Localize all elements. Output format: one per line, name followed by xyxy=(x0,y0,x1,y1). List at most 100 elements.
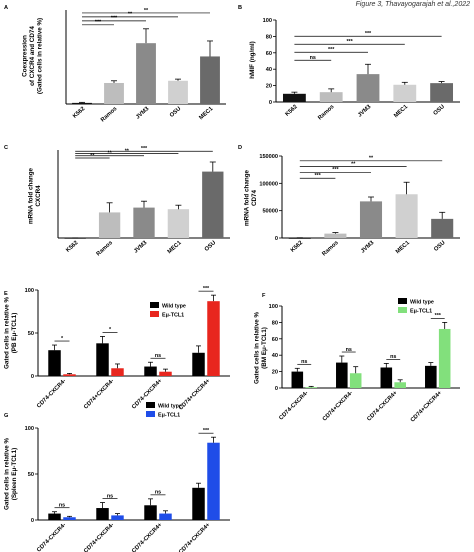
bar-tcl1 xyxy=(207,442,220,520)
bar xyxy=(202,171,224,238)
category-label: CD74-CXCR4+ xyxy=(131,522,164,552)
significance-label: *** xyxy=(203,286,210,292)
y-tick-label: 40 xyxy=(272,353,278,359)
significance-label: ** xyxy=(369,156,374,162)
significance-label: ns xyxy=(107,493,113,499)
bar-wild-type xyxy=(144,505,157,520)
panel-letter: G xyxy=(4,413,8,419)
y-tick-label: 50 xyxy=(28,331,34,337)
y-tick-label: 0 xyxy=(269,100,272,106)
bar-wild-type xyxy=(425,365,437,388)
significance-label: *** xyxy=(203,428,210,434)
y-tick-label: 100 xyxy=(25,426,34,432)
significance-label: * xyxy=(61,336,64,342)
legend-swatch xyxy=(150,311,159,317)
bar-tcl1 xyxy=(394,382,406,388)
y-tick-label: 80 xyxy=(272,320,278,326)
bar xyxy=(288,237,311,239)
significance-label: *** xyxy=(95,20,102,26)
significance-label: *** xyxy=(141,146,148,152)
panel-letter: B xyxy=(238,5,242,11)
y-axis-label: (BM Eμ-TCL1) xyxy=(261,327,268,369)
bar xyxy=(200,56,220,104)
significance-label: ns xyxy=(155,353,161,359)
legend-label: Wild type xyxy=(158,404,182,410)
bar-wild-type xyxy=(336,362,348,388)
y-tick-label: 0 xyxy=(31,374,34,380)
legend-label: Wild type xyxy=(162,304,186,310)
bar-tcl1 xyxy=(111,368,124,376)
y-tick-label: 20 xyxy=(266,84,272,90)
significance-label: ns xyxy=(59,503,65,509)
y-tick-label: 0 xyxy=(275,386,278,392)
y-tick-label: 0 xyxy=(31,518,34,524)
category-label: CD74-CXCR4- xyxy=(36,522,67,552)
y-tick-label: 80 xyxy=(266,34,272,40)
panel-letter: E xyxy=(4,291,8,297)
significance-label: ns xyxy=(301,359,307,365)
legend-label: Eμ-TCL1 xyxy=(162,313,184,319)
legend-swatch xyxy=(150,302,159,308)
bar-wild-type xyxy=(48,513,61,520)
y-axis-label: Gated cells in relative % xyxy=(253,312,260,384)
panel-letter: D xyxy=(238,145,242,151)
bar xyxy=(168,80,188,104)
y-tick-label: 40 xyxy=(266,67,272,73)
significance-label: *** xyxy=(314,173,321,179)
y-axis-label: Coexpression xyxy=(22,35,29,77)
bar xyxy=(393,84,417,102)
significance-label: ns xyxy=(346,347,352,353)
legend-label: Eμ-TCL1 xyxy=(158,413,180,419)
panel-letter: C xyxy=(4,145,8,151)
significance-label: ** xyxy=(128,12,133,18)
bar-tcl1 xyxy=(305,387,317,388)
significance-label: ns xyxy=(310,55,316,61)
y-tick-label: 60 xyxy=(266,51,272,57)
bar xyxy=(136,43,156,104)
significance-label: ns xyxy=(155,490,161,496)
legend-swatch xyxy=(146,402,155,408)
panel-letter: F xyxy=(262,293,266,299)
legend-swatch xyxy=(146,411,155,417)
y-tick-label: 60 xyxy=(272,337,278,343)
bar xyxy=(282,93,306,102)
significance-label: ** xyxy=(351,161,356,167)
significance-label: *** xyxy=(111,16,118,22)
bar xyxy=(431,218,454,238)
bar-tcl1 xyxy=(207,301,220,376)
bar xyxy=(64,237,86,239)
bar-wild-type xyxy=(96,343,109,376)
y-tick-label: 100000 xyxy=(259,181,278,187)
bar xyxy=(430,83,454,102)
bar-wild-type xyxy=(48,350,61,376)
bar xyxy=(359,201,383,238)
y-tick-label: 50 xyxy=(28,472,34,478)
bar-wild-type xyxy=(192,487,205,520)
bar-tcl1 xyxy=(111,515,124,520)
y-axis-label: (PB Eμ-TCL1) xyxy=(11,313,18,354)
bar-wild-type xyxy=(380,367,393,388)
bar xyxy=(104,82,124,104)
y-tick-label: 100 xyxy=(263,18,272,24)
significance-label: ns xyxy=(390,354,396,360)
y-axis-label: Gated cells in relative % xyxy=(3,438,10,510)
y-tick-label: 20 xyxy=(272,370,278,376)
bar-wild-type xyxy=(192,352,205,376)
category-label: CD74+CXCR4- xyxy=(83,522,115,552)
category-label: CD74+CXCR4+ xyxy=(178,522,212,552)
significance-label: *** xyxy=(346,39,353,45)
y-axis-label: (Spleen Eμ-TCL1) xyxy=(11,448,18,500)
y-axis-label: mRNA fold change xyxy=(243,169,250,226)
figure-header: Figure 3, Thavayogarajah et al.,2022 xyxy=(355,1,470,8)
bar xyxy=(395,194,418,238)
y-axis-label: hMIF (ng/ml) xyxy=(249,41,256,78)
legend-swatch xyxy=(398,307,407,313)
legend-label: Eμ-TCL1 xyxy=(410,309,432,315)
bar-tcl1 xyxy=(159,371,172,376)
y-axis-label: CD74 xyxy=(251,189,258,206)
